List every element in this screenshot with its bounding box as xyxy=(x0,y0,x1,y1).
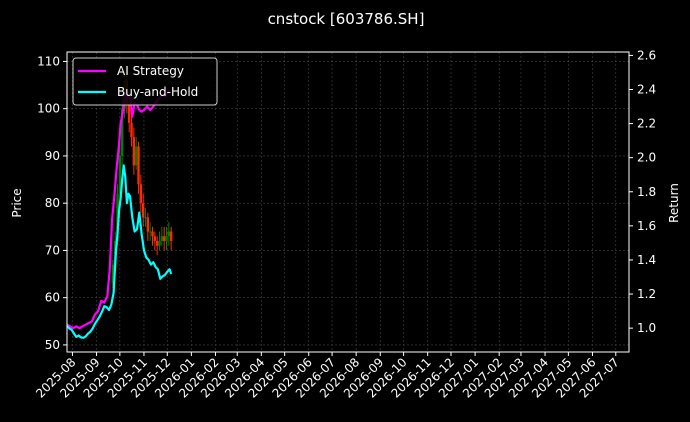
candle-body xyxy=(130,122,133,138)
y-right-tick-label: 1.4 xyxy=(637,253,656,267)
candle xyxy=(137,141,140,194)
legend-label: AI Strategy xyxy=(117,64,184,78)
candle-body xyxy=(132,137,136,166)
candle xyxy=(155,236,159,256)
y-right-tick-label: 2.2 xyxy=(637,117,656,131)
candle-body xyxy=(111,264,115,284)
candle-body xyxy=(160,236,164,241)
candle xyxy=(146,212,150,241)
y-left-tick-label: 110 xyxy=(37,54,60,68)
candle-body xyxy=(137,146,140,185)
candle xyxy=(162,226,166,251)
legend-label: Buy-and-Hold xyxy=(117,85,198,99)
x-axis: 2025-082025-092025-102025-112025-122026-… xyxy=(33,352,622,401)
candle xyxy=(167,222,171,246)
candle-body xyxy=(155,240,159,246)
candle-body xyxy=(148,231,152,233)
series-line-ai-strategy xyxy=(66,89,170,330)
chart-title: cnstock [603786.SH] xyxy=(268,10,425,28)
candle-body xyxy=(165,236,168,241)
candle xyxy=(160,226,164,246)
y-right-tick-label: 1.8 xyxy=(637,185,656,199)
candle-body xyxy=(127,103,131,123)
series-lines xyxy=(66,89,173,339)
candle xyxy=(132,127,136,175)
candle xyxy=(111,259,115,289)
y-right-tick-label: 2.4 xyxy=(637,83,656,97)
candle xyxy=(165,226,168,251)
left-axis: 50 60 70 80 90 100 110 xyxy=(37,54,67,352)
candle-body xyxy=(167,231,171,237)
legend: AI Strategy Buy-and-Hold xyxy=(72,57,218,106)
candle-body xyxy=(141,203,145,218)
candle-body xyxy=(151,231,154,237)
y-right-tick-label: 1.0 xyxy=(637,321,656,335)
y-left-tick-label: 60 xyxy=(45,291,60,305)
series-line-buy-and-hold xyxy=(66,164,173,339)
candle xyxy=(153,231,157,251)
plot-frame xyxy=(66,51,630,353)
candle xyxy=(139,174,143,213)
candle-body xyxy=(134,146,138,166)
candle-body xyxy=(144,217,147,219)
right-axis: 1.0 1.2 1.4 1.6 1.8 2.0 2.2 2.4 2.6 xyxy=(629,48,656,335)
candle xyxy=(134,137,138,171)
y-left-tick-label: 90 xyxy=(45,149,60,163)
candle-body xyxy=(162,236,166,241)
legend-box xyxy=(72,57,218,106)
y-left-tick-label: 70 xyxy=(45,243,60,257)
candle-body xyxy=(158,240,161,246)
y-right-tick-label: 2.0 xyxy=(637,151,656,165)
candle xyxy=(118,141,122,204)
candle-body xyxy=(153,236,157,241)
candle-body xyxy=(118,155,122,194)
candle-body xyxy=(146,217,150,232)
candle xyxy=(148,222,152,241)
y-right-tick-label: 2.6 xyxy=(637,48,656,62)
y-axis-label-left: Price xyxy=(10,188,24,217)
candle-body xyxy=(169,231,173,241)
y-left-tick-label: 50 xyxy=(45,338,60,352)
candle xyxy=(144,207,147,227)
y-left-tick-label: 80 xyxy=(45,196,60,210)
candle xyxy=(130,113,133,147)
y-left-tick-label: 100 xyxy=(37,102,60,116)
y-right-tick-label: 1.6 xyxy=(637,219,656,233)
candle-body xyxy=(139,184,143,204)
candle xyxy=(151,226,154,246)
candle xyxy=(158,231,161,251)
y-right-tick-label: 1.2 xyxy=(637,287,656,301)
y-axis-label-right: Return xyxy=(667,183,681,223)
candle xyxy=(169,226,173,251)
candle-body xyxy=(120,108,124,156)
candle xyxy=(141,193,145,227)
